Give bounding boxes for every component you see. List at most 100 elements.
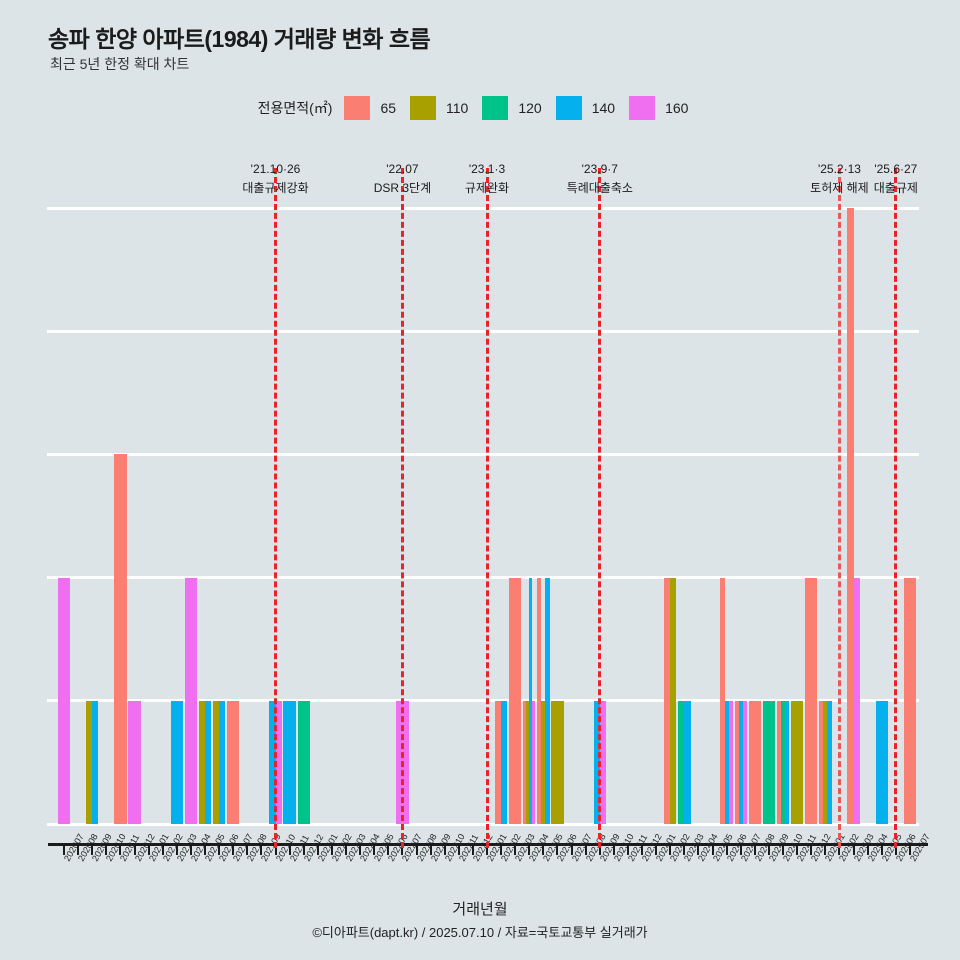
x-tick-202101 bbox=[147, 843, 150, 855]
bar-202406-140[interactable] bbox=[724, 700, 729, 824]
bar-202012-160[interactable] bbox=[128, 700, 141, 824]
x-tick-202304 bbox=[528, 843, 531, 855]
bar-202411-110[interactable] bbox=[790, 700, 804, 824]
legend-label-110: 110 bbox=[446, 100, 469, 116]
bar-202302-65[interactable] bbox=[494, 700, 502, 824]
legend-item-65[interactable]: 65 bbox=[344, 96, 396, 120]
bar-202501-110[interactable] bbox=[823, 700, 828, 824]
x-tick-202008 bbox=[77, 843, 80, 855]
x-tick-202501 bbox=[824, 843, 827, 855]
bar-202007-160[interactable] bbox=[57, 577, 71, 824]
legend-label-160: 160 bbox=[665, 100, 689, 116]
x-tick-202201 bbox=[316, 843, 319, 855]
event-date-202207: '22.07 bbox=[386, 162, 419, 176]
x-tick-202103 bbox=[175, 843, 178, 855]
legend-item-140[interactable]: 140 bbox=[555, 96, 615, 120]
legend-swatch-65 bbox=[344, 96, 371, 120]
gridline-0 bbox=[47, 822, 919, 826]
bar-202305-65[interactable] bbox=[537, 577, 542, 824]
bar-202505-140[interactable] bbox=[875, 700, 888, 824]
event-name-202502: 토허제 해제 bbox=[810, 181, 869, 195]
bar-202009-140[interactable] bbox=[92, 700, 99, 824]
legend-item-110[interactable]: 110 bbox=[410, 96, 468, 120]
bar-202410-65[interactable] bbox=[776, 700, 781, 824]
bar-202304-160[interactable] bbox=[532, 700, 536, 824]
x-tick-202110 bbox=[274, 843, 277, 855]
event-label-202207: '22.07 DSR 3단계 bbox=[322, 162, 482, 196]
bar-202507-65[interactable] bbox=[903, 577, 917, 824]
x-tick-202410 bbox=[782, 843, 785, 855]
bar-202403-120[interactable] bbox=[678, 700, 685, 824]
x-tick-202309 bbox=[598, 843, 601, 855]
legend-label-65: 65 bbox=[380, 100, 397, 116]
x-tick-202403 bbox=[683, 843, 686, 855]
x-tick-202409 bbox=[767, 843, 770, 855]
bar-202402-110[interactable] bbox=[670, 577, 677, 824]
legend-swatch-120 bbox=[482, 96, 509, 120]
legend-item-120[interactable]: 120 bbox=[482, 96, 542, 120]
bar-202309-140[interactable] bbox=[593, 700, 600, 824]
bar-202304-140[interactable] bbox=[529, 577, 533, 824]
x-tick-202303 bbox=[514, 843, 517, 855]
gridline-1 bbox=[47, 699, 919, 703]
event-date-202502: '25.2·13 bbox=[817, 162, 861, 176]
bar-202402-65[interactable] bbox=[664, 577, 671, 824]
bar-202410-140[interactable] bbox=[785, 700, 790, 824]
bar-202011-65[interactable] bbox=[114, 454, 127, 824]
bar-202403-140[interactable] bbox=[684, 700, 691, 824]
bar-202112-120[interactable] bbox=[297, 700, 310, 824]
legend-swatch-140 bbox=[555, 96, 582, 120]
bar-202106-110[interactable] bbox=[212, 700, 220, 824]
bar-202406-160[interactable] bbox=[728, 700, 733, 824]
x-tick-202407 bbox=[739, 843, 742, 855]
bar-202009-110[interactable] bbox=[86, 700, 93, 824]
x-tick-202107 bbox=[232, 843, 235, 855]
bar-202107-65[interactable] bbox=[227, 700, 240, 824]
bar-202501-140[interactable] bbox=[827, 700, 832, 824]
x-tick-202012 bbox=[133, 843, 136, 855]
bar-202105-140[interactable] bbox=[205, 700, 212, 824]
bar-202106-140[interactable] bbox=[219, 700, 226, 824]
x-tick-202206 bbox=[387, 843, 390, 855]
bar-202303-65[interactable] bbox=[508, 577, 522, 824]
bar-202103-140[interactable] bbox=[170, 700, 184, 824]
bar-202408-65[interactable] bbox=[748, 700, 762, 824]
bar-202412-65[interactable] bbox=[805, 577, 818, 824]
bar-202410-120[interactable] bbox=[780, 700, 786, 824]
bar-202110-160[interactable] bbox=[275, 700, 282, 824]
event-name-202207: DSR 3단계 bbox=[373, 181, 432, 195]
x-tick-202412 bbox=[810, 843, 813, 855]
x-tick-202411 bbox=[796, 843, 799, 855]
bar-202104-160[interactable] bbox=[184, 577, 198, 824]
bar-202407-140[interactable] bbox=[738, 700, 743, 824]
bar-202407-65[interactable] bbox=[734, 700, 739, 824]
x-tick-202204 bbox=[359, 843, 362, 855]
bar-202409-120[interactable] bbox=[762, 700, 776, 824]
bar-202306-110[interactable] bbox=[551, 700, 564, 824]
event-date-202309: '23.9·7 bbox=[581, 162, 618, 176]
bar-202406-65[interactable] bbox=[720, 577, 725, 824]
bar-202111-140[interactable] bbox=[283, 700, 296, 824]
x-tick-202109 bbox=[260, 843, 263, 855]
bar-202305-110[interactable] bbox=[541, 700, 546, 824]
bar-202302-140[interactable] bbox=[501, 700, 508, 824]
bar-202110-140[interactable] bbox=[269, 700, 276, 824]
x-tick-202308 bbox=[584, 843, 587, 855]
legend-title: 전용면적(㎡) bbox=[257, 100, 333, 116]
bar-202105-110[interactable] bbox=[198, 700, 206, 824]
legend-swatch-110 bbox=[410, 96, 437, 120]
legend-item-160[interactable]: 160 bbox=[629, 96, 688, 120]
bar-202503-65[interactable] bbox=[847, 208, 854, 824]
bar-202304-110[interactable] bbox=[526, 700, 530, 824]
bar-202309-160[interactable] bbox=[599, 700, 606, 824]
event-label-202506: '25.6·27 대출규제 bbox=[816, 162, 960, 196]
bar-202305-140[interactable] bbox=[545, 577, 550, 824]
bar-202503-160[interactable] bbox=[853, 577, 860, 824]
x-tick-202205 bbox=[373, 843, 376, 855]
bar-202501-65[interactable] bbox=[819, 700, 824, 824]
x-tick-202405 bbox=[711, 843, 714, 855]
bar-202304-65[interactable] bbox=[523, 700, 527, 824]
x-tick-202202 bbox=[330, 843, 333, 855]
gridline-3 bbox=[47, 452, 919, 456]
bar-202407-160[interactable] bbox=[742, 700, 747, 824]
